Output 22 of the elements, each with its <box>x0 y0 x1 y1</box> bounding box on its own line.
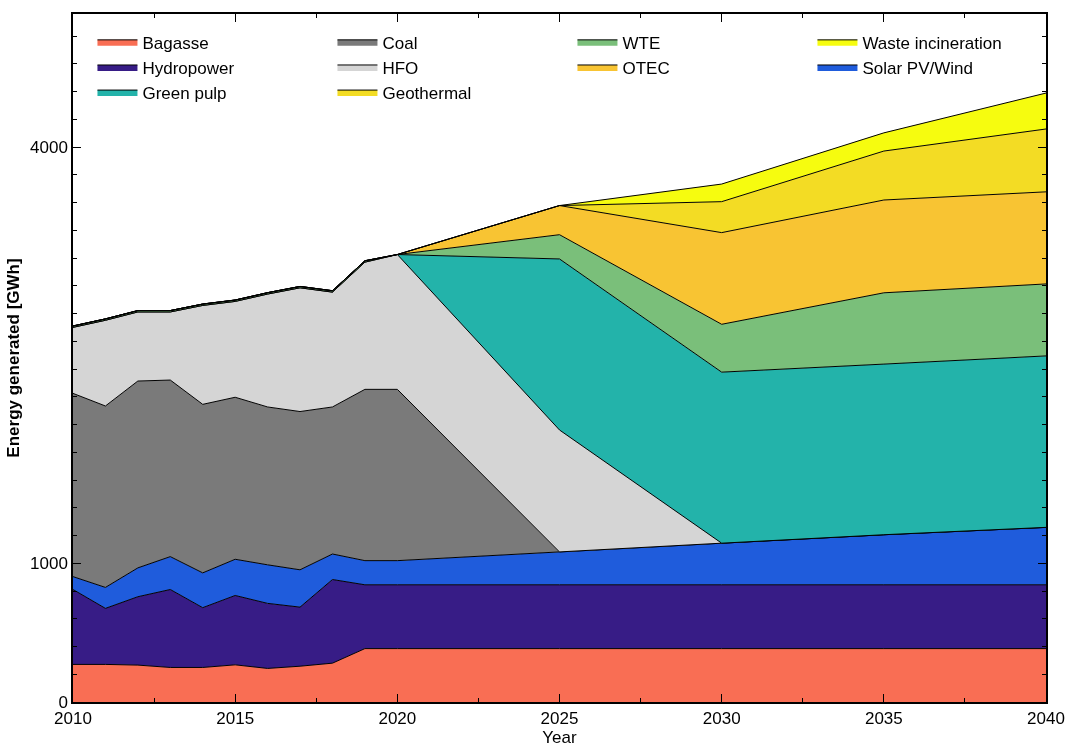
legend-label: Bagasse <box>142 33 209 53</box>
x-tick-label: 2010 <box>54 709 92 729</box>
legend-label: WTE <box>622 33 661 53</box>
legend-label: Coal <box>382 33 418 53</box>
x-tick-label: 2020 <box>378 709 417 729</box>
y-axis-title: Energy generated [GWh] <box>4 258 24 458</box>
x-axis-title: Year <box>542 728 578 748</box>
legend-label: Green pulp <box>142 83 227 103</box>
x-tick-label: 2015 <box>216 709 255 729</box>
legend-label: HFO <box>382 58 419 78</box>
y-tick-label: 4000 <box>30 138 68 158</box>
legend-label: Hydropower <box>142 58 235 78</box>
legend-label: Geothermal <box>382 83 472 103</box>
x-tick-label: 2035 <box>864 709 903 729</box>
x-tick-label: 2030 <box>702 709 741 729</box>
legend-label: OTEC <box>622 58 670 78</box>
y-tick-label: 1000 <box>30 554 68 574</box>
legend-label: Waste incineration <box>862 33 1002 53</box>
legend-label: Solar PV/Wind <box>862 58 974 78</box>
x-tick-label: 2040 <box>1027 709 1065 729</box>
x-tick-label: 2025 <box>540 709 579 729</box>
y-tick-label: 0 <box>58 692 68 712</box>
